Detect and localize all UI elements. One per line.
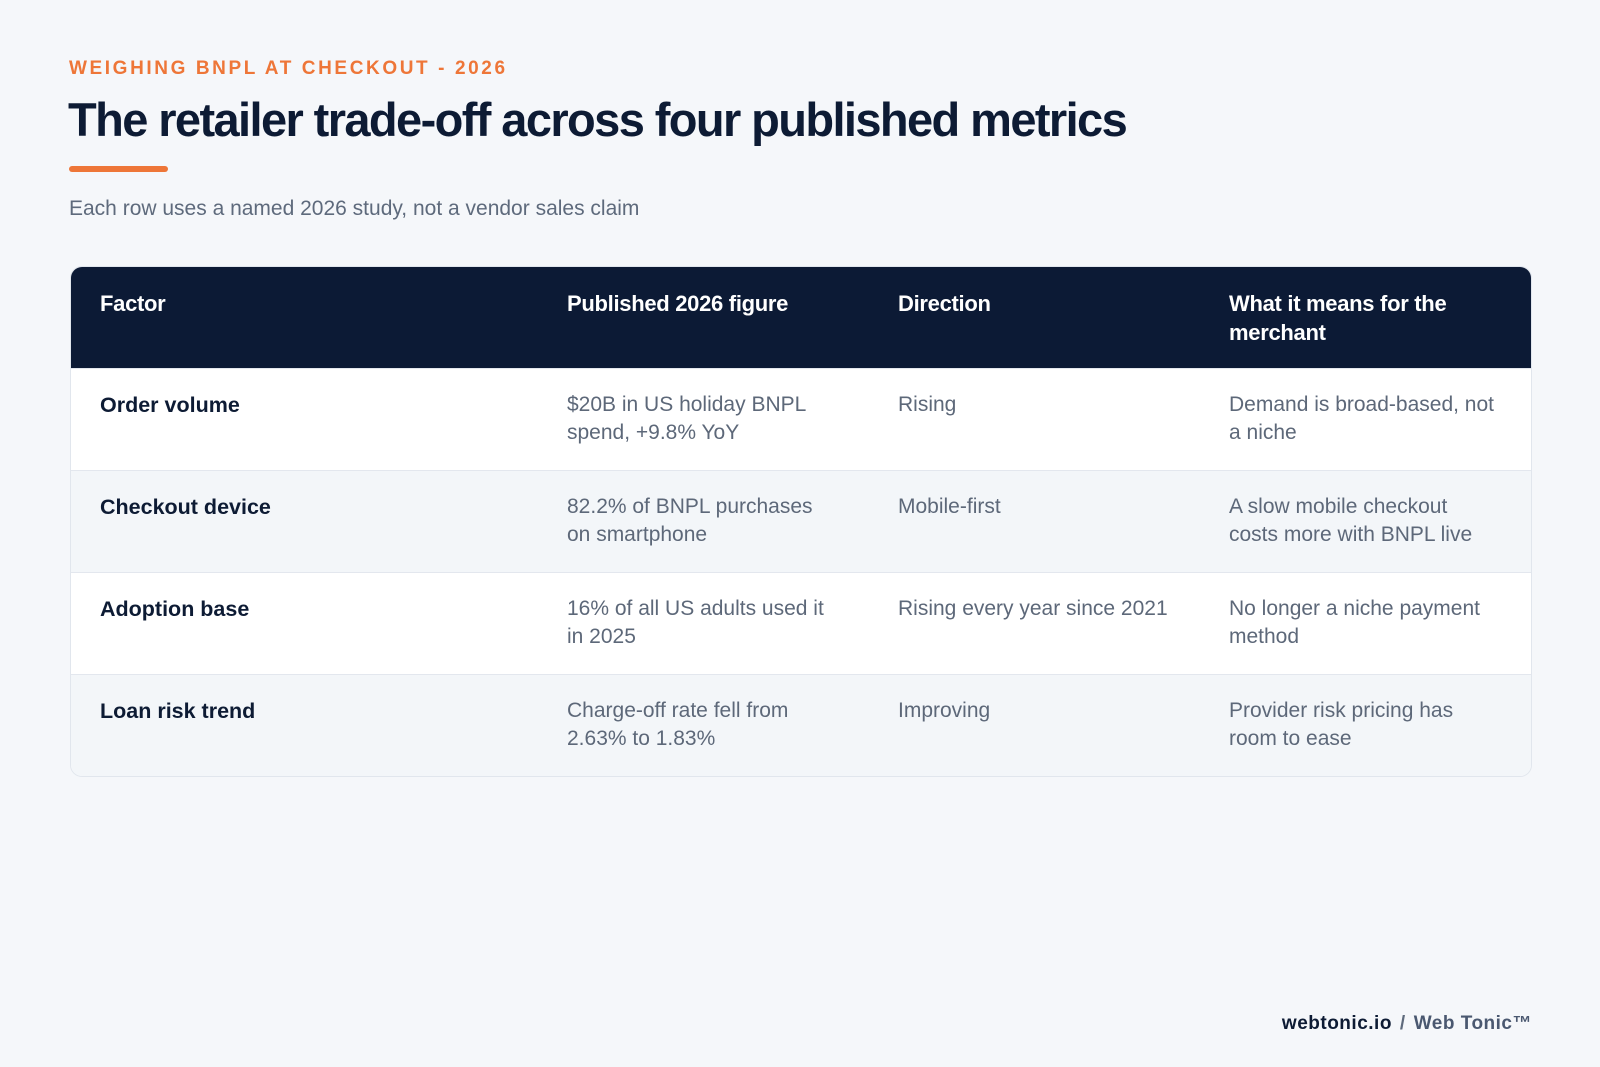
- comparison-table: Factor Published 2026 figure Direction W…: [71, 267, 1531, 776]
- table-row: Loan risk trend Charge-off rate fell fro…: [71, 674, 1531, 776]
- footer-separator: /: [1399, 1013, 1406, 1034]
- page-subtitle: Each row uses a named 2026 study, not a …: [69, 197, 640, 220]
- cell-meaning: No longer a niche payment method: [1229, 596, 1480, 648]
- table-body: Order volume $20B in US holiday BNPL spe…: [71, 368, 1531, 776]
- cell-figure: Charge-off rate fell from 2.63% to 1.83%: [567, 698, 789, 750]
- cell-direction: Rising every year since 2021: [898, 596, 1168, 620]
- cell-direction: Rising: [898, 392, 957, 416]
- footer-brand: Web Tonic™: [1413, 1013, 1532, 1034]
- eyebrow-label: WEIGHING BNPL AT CHECKOUT - 2026: [69, 58, 508, 79]
- column-header-direction: Direction: [898, 291, 991, 316]
- column-header-factor: Factor: [100, 291, 166, 316]
- comparison-table-card: Factor Published 2026 figure Direction W…: [70, 266, 1532, 777]
- cell-figure: 82.2% of BNPL purchases on smartphone: [567, 494, 813, 546]
- table-row: Adoption base 16% of all US adults used …: [71, 572, 1531, 674]
- cell-meaning: Provider risk pricing has room to ease: [1229, 698, 1454, 750]
- table-row: Checkout device 82.2% of BNPL purchases …: [71, 470, 1531, 572]
- cell-factor: Checkout device: [100, 494, 271, 519]
- cell-figure: 16% of all US adults used it in 2025: [567, 596, 824, 648]
- cell-figure: $20B in US holiday BNPL spend, +9.8% YoY: [567, 392, 806, 444]
- cell-factor: Order volume: [100, 392, 240, 417]
- cell-direction: Improving: [898, 698, 991, 722]
- table-row: Order volume $20B in US holiday BNPL spe…: [71, 368, 1531, 470]
- cell-direction: Mobile-first: [898, 494, 1001, 518]
- cell-meaning: Demand is broad-based, not a niche: [1229, 392, 1494, 444]
- cell-factor: Adoption base: [100, 596, 250, 621]
- cell-meaning: A slow mobile checkout costs more with B…: [1229, 494, 1473, 546]
- cell-factor: Loan risk trend: [100, 698, 256, 723]
- table-header-row: Factor Published 2026 figure Direction W…: [71, 267, 1531, 368]
- column-header-figure: Published 2026 figure: [567, 291, 789, 316]
- footer-branding: webtonic.io / Web Tonic™: [1282, 1013, 1532, 1035]
- table-header: Factor Published 2026 figure Direction W…: [71, 267, 1531, 368]
- column-header-meaning: What it means for the merchant: [1229, 291, 1447, 345]
- accent-divider: [69, 166, 168, 172]
- page-title: The retailer trade-off across four publi…: [68, 93, 1128, 146]
- footer-domain: webtonic.io: [1281, 1013, 1392, 1034]
